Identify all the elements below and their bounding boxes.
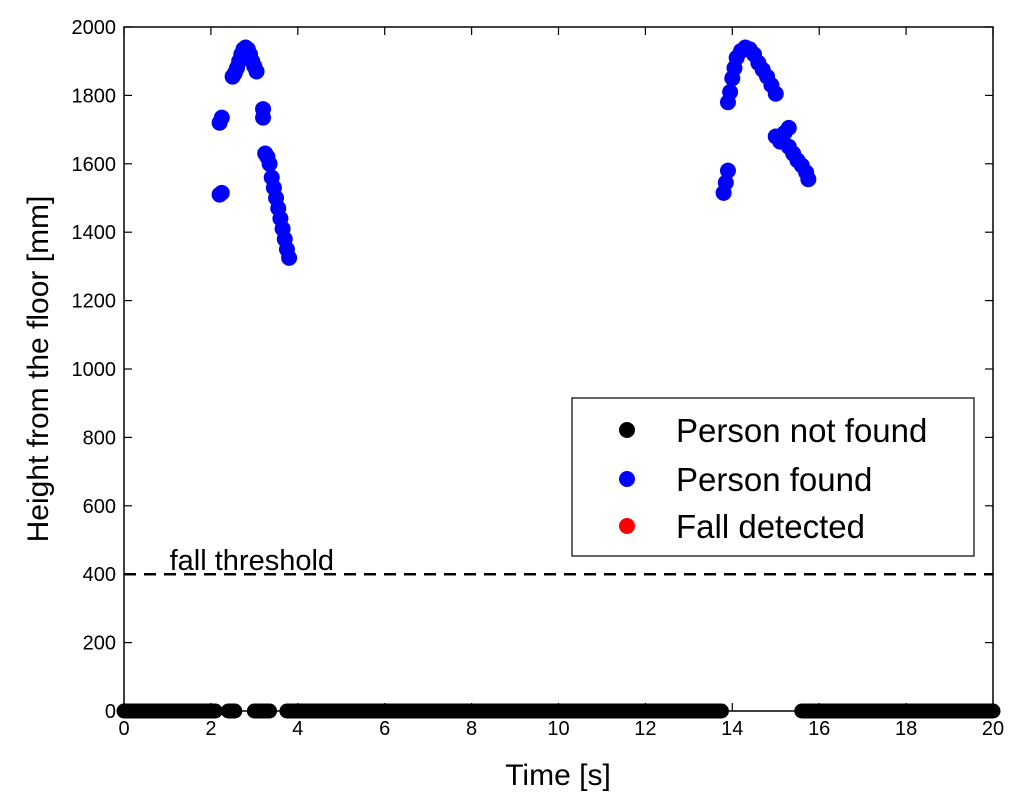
person-found-points <box>211 39 817 266</box>
person-found-point <box>717 174 734 191</box>
person-found-point <box>767 85 784 102</box>
y-tick-label: 400 <box>83 564 116 586</box>
y-tick-label: 200 <box>83 633 116 655</box>
x-tick-label: 0 <box>118 718 129 740</box>
y-tick-label: 800 <box>83 427 116 449</box>
x-tick-label: 20 <box>982 718 1004 740</box>
y-tick-label: 1000 <box>72 359 117 381</box>
legend-marker-fall <box>619 518 635 534</box>
x-tick-label: 6 <box>379 718 390 740</box>
person-found-point <box>213 109 230 126</box>
y-tick-label: 0 <box>105 701 116 723</box>
person-found-point <box>800 171 817 188</box>
legend-label-fall: Fall detected <box>676 508 865 545</box>
y-tick-label: 1600 <box>72 154 117 176</box>
person-found-point <box>722 83 739 100</box>
y-axis-label: Height from the floor [mm] <box>22 196 55 543</box>
y-tick-label: 2000 <box>72 17 117 39</box>
x-axis-label: Time [s] <box>505 759 611 792</box>
legend-box <box>571 397 975 557</box>
person-found-point <box>281 249 298 266</box>
legend-marker-not-found <box>619 422 635 438</box>
x-tick-label: 2 <box>205 718 216 740</box>
x-tick-label: 10 <box>547 718 569 740</box>
legend: Person not found Person found Fall detec… <box>571 397 975 557</box>
y-tick-label: 1800 <box>72 85 117 107</box>
x-tick-label: 4 <box>292 718 303 740</box>
y-tick-label: 600 <box>83 496 116 518</box>
y-tick-label: 1400 <box>72 222 117 244</box>
x-tick-label: 18 <box>895 718 917 740</box>
fall-threshold-label: fall threshold <box>170 545 334 577</box>
person-found-point <box>248 63 265 80</box>
x-tick-label: 14 <box>721 718 743 740</box>
legend-label-found: Person found <box>676 461 872 498</box>
person-found-point <box>213 184 230 201</box>
threshold-group: fall threshold <box>124 545 993 712</box>
x-tick-label: 8 <box>466 718 477 740</box>
plot-area <box>123 26 994 712</box>
person-found-point <box>780 119 797 136</box>
y-tick-label: 1200 <box>72 291 117 313</box>
x-tick-label: 12 <box>634 718 656 740</box>
x-tick-label: 16 <box>808 718 830 740</box>
person-found-point <box>255 109 272 126</box>
person-found-point <box>719 162 736 179</box>
legend-label-not-found: Person not found <box>676 412 927 449</box>
legend-marker-found <box>619 471 635 487</box>
axis-ticks: 0 2 4 6 8 10 12 14 16 18 2002004006008001000120014… <box>72 17 1005 740</box>
person-found-point <box>261 155 278 172</box>
